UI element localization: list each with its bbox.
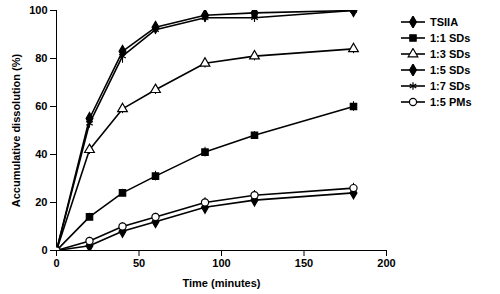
html-text:1:5 PMs: 1:5 PMs — [430, 96, 472, 108]
svg-text:100: 100 — [29, 4, 47, 16]
svg-text:150: 150 — [295, 257, 313, 269]
svg-text:0: 0 — [53, 257, 59, 269]
html-text:TSIIA: TSIIA — [430, 16, 459, 28]
svg-text:Accumulative dissolution (%): Accumulative dissolution (%) — [10, 53, 22, 207]
svg-text:50: 50 — [133, 257, 145, 269]
html-text:1:7 SDs: 1:7 SDs — [430, 80, 471, 92]
svg-text:0: 0 — [41, 244, 47, 256]
svg-text:20: 20 — [35, 196, 47, 208]
svg-text:40: 40 — [35, 148, 47, 160]
svg-text:200: 200 — [377, 257, 395, 269]
html-text:1:1 SDs: 1:1 SDs — [430, 32, 471, 44]
svg-text:80: 80 — [35, 52, 47, 64]
html-text:1:3 SDs: 1:3 SDs — [430, 48, 471, 60]
svg-text:100: 100 — [212, 257, 230, 269]
svg-text:60: 60 — [35, 100, 47, 112]
svg-text:Time (minutes): Time (minutes) — [182, 277, 260, 289]
html-text:1:5 SDs: 1:5 SDs — [430, 64, 471, 76]
